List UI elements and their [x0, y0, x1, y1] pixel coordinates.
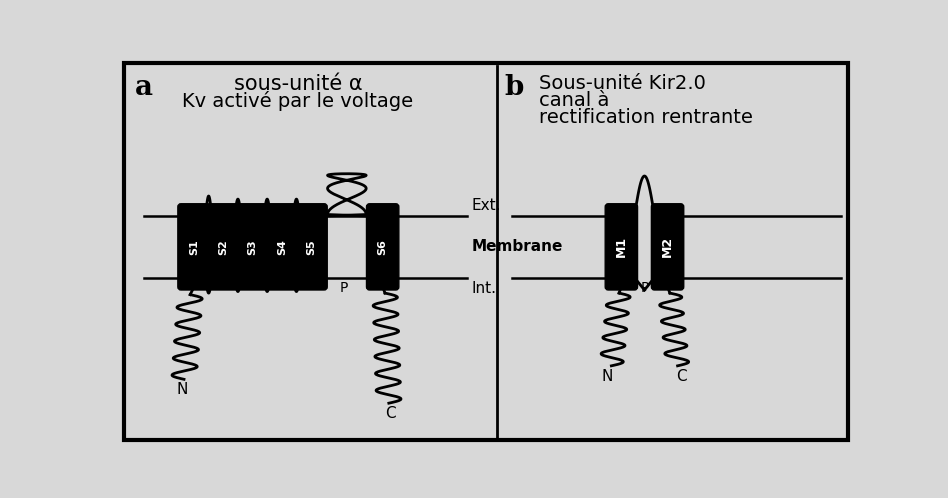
Text: S3: S3 [247, 239, 258, 254]
FancyBboxPatch shape [124, 63, 848, 440]
FancyBboxPatch shape [367, 204, 399, 290]
FancyBboxPatch shape [651, 204, 684, 290]
Text: rectification rentrante: rectification rentrante [539, 108, 753, 126]
Text: S2: S2 [218, 239, 228, 255]
Text: sous-unité α: sous-unité α [233, 74, 362, 94]
Text: S6: S6 [377, 239, 388, 255]
Text: N: N [602, 369, 613, 384]
Text: S4: S4 [277, 239, 287, 255]
Text: M1: M1 [615, 237, 628, 257]
Text: canal à: canal à [539, 91, 610, 110]
Text: M2: M2 [661, 237, 674, 257]
Text: P: P [339, 281, 348, 295]
Text: S1: S1 [189, 239, 199, 255]
FancyBboxPatch shape [207, 204, 240, 290]
Text: a: a [135, 74, 153, 101]
Text: C: C [676, 369, 686, 384]
FancyBboxPatch shape [178, 204, 210, 290]
FancyBboxPatch shape [236, 204, 268, 290]
Text: S5: S5 [306, 239, 316, 254]
Text: C: C [385, 406, 395, 421]
FancyBboxPatch shape [605, 204, 638, 290]
Text: Sous-unité Kir2.0: Sous-unité Kir2.0 [539, 74, 706, 93]
Text: Int.: Int. [471, 281, 496, 296]
FancyBboxPatch shape [295, 204, 327, 290]
Text: b: b [504, 74, 523, 101]
Text: P: P [640, 281, 648, 295]
Text: Membrane: Membrane [471, 240, 562, 254]
Text: N: N [176, 382, 188, 397]
Text: Ext.: Ext. [471, 198, 501, 213]
Text: Kv activé par le voltage: Kv activé par le voltage [182, 91, 413, 111]
FancyBboxPatch shape [265, 204, 298, 290]
